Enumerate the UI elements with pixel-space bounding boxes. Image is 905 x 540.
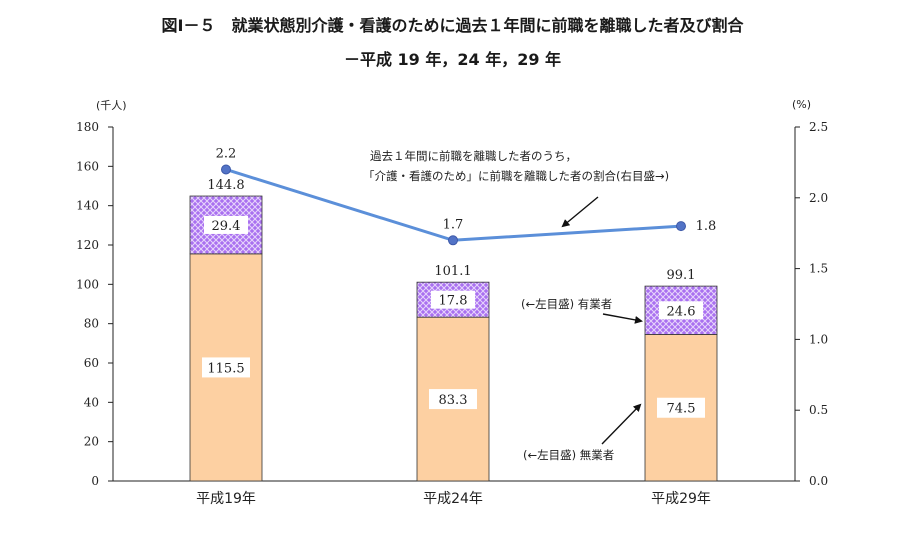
x-tick-label: 平成19年 [196, 491, 256, 507]
line-annotation: 過去１年間に前職を離職した者のうち， [370, 149, 577, 163]
value-label-unemployed: 74.5 [667, 402, 696, 417]
left-tick-label: 40 [84, 395, 99, 409]
total-label: 144.8 [207, 178, 244, 193]
label-box [657, 397, 705, 418]
employed-annotation: (←左目盛) 有業者 [521, 297, 612, 311]
right-tick-label: 0.0 [809, 474, 828, 488]
unemployed-annotation-arrow [601, 403, 642, 445]
x-tick-label: 平成29年 [651, 491, 711, 507]
ratio-point [448, 235, 458, 246]
left-tick-label: 140 [76, 199, 99, 213]
right-tick-label: 0.5 [809, 403, 828, 417]
left-tick-label: 60 [84, 356, 99, 370]
value-label-unemployed: 115.5 [207, 361, 244, 376]
ratio-label: 1.8 [696, 219, 717, 234]
right-tick-label: 1.5 [809, 262, 828, 276]
label-box [431, 290, 475, 309]
value-label-employed: 24.6 [667, 304, 696, 319]
right-tick-label: 1.0 [809, 332, 828, 346]
left-tick-label: 160 [76, 159, 99, 173]
line-annotation-arrow [561, 196, 599, 228]
chart-subtitle: －平成 19 年，24 年，29 年 [343, 50, 562, 69]
ratio-label: 1.7 [443, 217, 464, 232]
label-box [204, 215, 248, 234]
left-tick-label: 20 [84, 435, 99, 449]
ratio-label: 2.2 [216, 146, 237, 161]
total-label: 101.1 [434, 264, 471, 279]
left-tick-label: 100 [76, 277, 99, 291]
left-tick-label: 80 [84, 317, 99, 331]
value-label-employed: 29.4 [212, 219, 241, 234]
ratio-point [676, 221, 686, 232]
left-axis-unit: (千人) [96, 99, 127, 112]
total-label: 99.1 [667, 268, 696, 283]
label-box [202, 357, 250, 378]
value-label-unemployed: 83.3 [439, 393, 468, 408]
left-tick-label: 120 [76, 238, 99, 252]
unemployed-annotation: (←左目盛) 無業者 [523, 448, 614, 462]
left-tick-label: 0 [91, 474, 99, 488]
ratio-point [221, 164, 231, 175]
right-axis-unit: (%) [792, 98, 811, 111]
right-tick-label: 2.0 [809, 191, 828, 205]
label-box [429, 389, 477, 410]
x-tick-label: 平成24年 [423, 491, 483, 507]
chart-title: 図Ⅰ－５ 就業状態別介護・看護のために過去１年間に前職を離職した者及び割合 [161, 16, 744, 35]
value-label-employed: 17.8 [439, 294, 468, 309]
right-tick-label: 2.5 [809, 120, 828, 134]
label-box [659, 301, 703, 320]
employed-annotation-arrow [602, 313, 643, 324]
left-tick-label: 180 [76, 120, 99, 134]
line-annotation: 「介護・看護のため」に前職を離職した者の割合(右目盛→) [363, 169, 669, 183]
